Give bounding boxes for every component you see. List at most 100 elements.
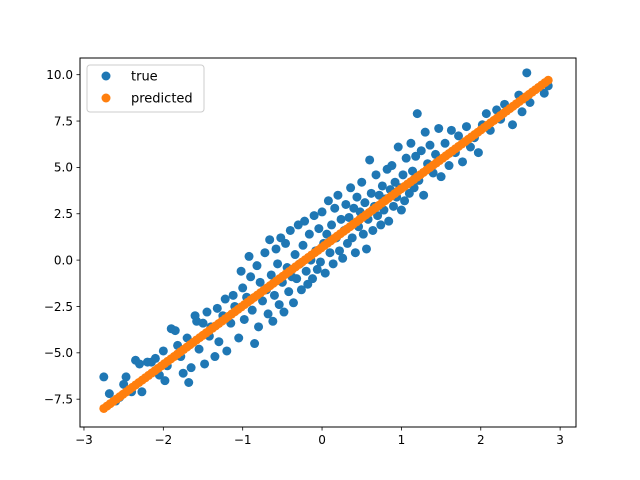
legend-label-true: true	[131, 70, 158, 85]
true-point	[184, 377, 194, 387]
true-point	[539, 88, 549, 98]
true-point	[268, 316, 278, 326]
true-point	[446, 125, 456, 135]
x-tick-label: −3	[75, 433, 93, 447]
true-point	[454, 131, 464, 141]
true-point	[252, 261, 262, 271]
true-point	[170, 326, 180, 336]
true-point	[336, 214, 346, 224]
y-tick-label: 7.5	[54, 114, 73, 128]
true-point	[440, 138, 450, 148]
true-point	[137, 387, 147, 397]
true-point	[522, 68, 532, 78]
true-point	[288, 298, 298, 308]
true-point	[273, 259, 283, 269]
true-point	[228, 290, 238, 300]
true-point	[377, 181, 387, 191]
true-point	[119, 379, 129, 389]
true-point	[220, 294, 230, 304]
true-point	[200, 359, 210, 369]
true-point	[284, 287, 294, 297]
y-tick-label: −2.5	[44, 300, 73, 314]
true-point	[263, 309, 273, 319]
true-point	[347, 233, 357, 243]
true-point	[335, 246, 345, 256]
true-point	[121, 372, 131, 382]
true-point	[360, 198, 370, 208]
true-point	[255, 277, 265, 287]
true-point	[290, 250, 300, 260]
true-point	[274, 300, 284, 310]
true-point	[222, 346, 232, 356]
true-point	[279, 307, 289, 317]
x-tick-label: −1	[234, 433, 252, 447]
true-point	[411, 151, 421, 161]
y-tick-label: 5.0	[54, 161, 73, 175]
true-point	[292, 274, 302, 284]
true-point	[210, 352, 220, 362]
y-tick-label: 10.0	[46, 68, 73, 82]
true-point	[384, 216, 394, 226]
true-point	[322, 229, 332, 239]
legend: true predicted	[86, 64, 205, 113]
true-point	[398, 170, 408, 180]
true-point	[436, 172, 446, 182]
true-point	[396, 205, 406, 215]
true-point	[338, 253, 348, 263]
true-point	[160, 376, 170, 386]
true-point	[304, 229, 314, 239]
true-point	[186, 363, 196, 373]
true-point	[312, 264, 322, 274]
true-point	[254, 322, 264, 332]
true-point	[327, 220, 337, 230]
legend-label-predicted: predicted	[131, 92, 193, 107]
true-point	[298, 240, 308, 250]
true-point	[341, 199, 351, 209]
predicted-point	[543, 75, 553, 85]
true-point	[458, 157, 468, 167]
true-point	[517, 107, 527, 117]
true-point	[258, 296, 268, 306]
y-tick-label: 0.0	[54, 253, 73, 267]
true-point	[198, 318, 208, 328]
true-point	[400, 196, 410, 206]
true-point	[346, 183, 356, 193]
true-point	[350, 248, 360, 258]
legend-marker-true	[101, 71, 111, 81]
true-point	[366, 188, 376, 198]
x-axis: −3 −2 −1 0 1 2 3	[75, 427, 564, 447]
true-point	[315, 257, 325, 267]
true-point	[239, 314, 249, 324]
true-point	[214, 337, 224, 347]
true-point	[416, 146, 426, 156]
true-point	[265, 235, 275, 245]
plot-frame	[79, 57, 577, 428]
legend-box	[86, 64, 205, 113]
true-point	[320, 268, 330, 278]
true-point	[406, 138, 416, 148]
x-tick-label: 0	[318, 433, 326, 447]
true-point	[269, 290, 279, 300]
true-point	[246, 272, 256, 282]
true-point	[281, 238, 291, 248]
true-point	[461, 122, 471, 132]
true-point	[352, 192, 362, 202]
true-point	[234, 333, 244, 343]
true-point	[296, 285, 306, 295]
true-point	[473, 148, 483, 158]
true-point	[309, 211, 319, 221]
true-point	[365, 155, 375, 165]
true-point	[317, 207, 327, 217]
true-point	[361, 244, 371, 254]
true-point	[178, 368, 188, 378]
true-point	[393, 142, 403, 152]
true-point	[419, 190, 429, 200]
y-tick-label: −5.0	[44, 346, 73, 360]
true-point	[314, 224, 324, 234]
x-tick-label: 1	[398, 433, 406, 447]
true-point	[401, 153, 411, 163]
true-point	[99, 372, 109, 382]
true-point	[250, 339, 260, 349]
true-point	[308, 274, 318, 284]
true-point	[212, 303, 222, 313]
